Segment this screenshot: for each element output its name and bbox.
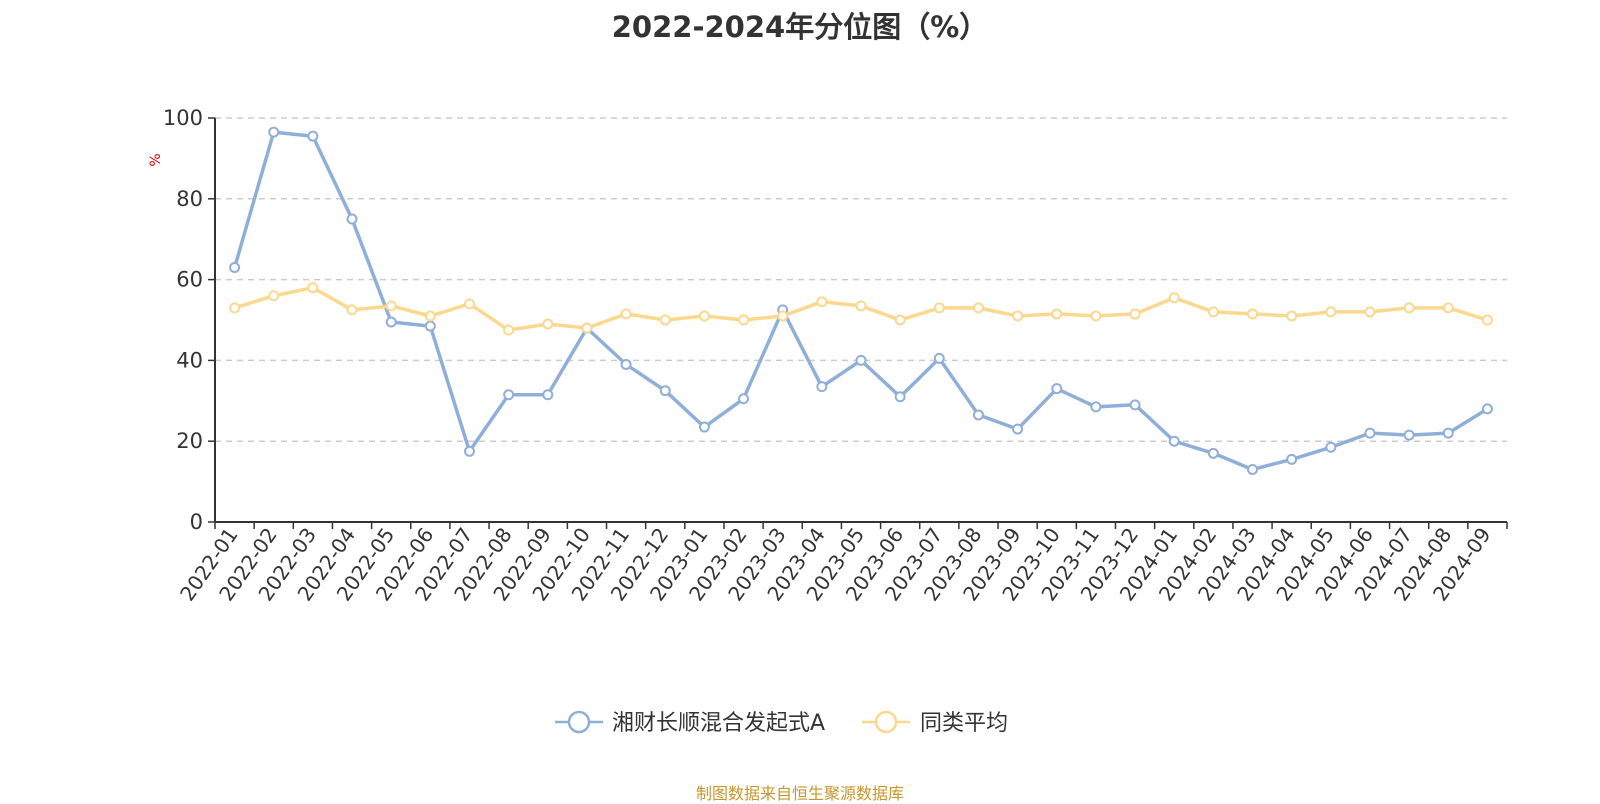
data-point (385, 316, 397, 328)
data-point (1207, 306, 1219, 318)
data-point (1325, 306, 1337, 318)
data-point (268, 126, 280, 138)
data-point (816, 381, 828, 393)
data-point (229, 302, 241, 314)
data-point (1403, 429, 1415, 441)
data-point (1051, 308, 1063, 320)
data-point (777, 310, 789, 322)
data-point (620, 358, 632, 370)
y-tick-label: 0 (190, 510, 203, 534)
grid-lines (215, 117, 1507, 442)
data-point (503, 324, 515, 336)
data-point (1129, 399, 1141, 411)
data-point (698, 421, 710, 433)
data-point (1403, 302, 1415, 314)
data-point (1247, 308, 1259, 320)
data-point (463, 445, 475, 457)
data-point (1168, 435, 1180, 447)
data-source-note: 制图数据来自恒生聚源数据库 (695, 784, 904, 803)
axes: 020406080100%2022-012022-022022-032022-0… (148, 106, 1508, 605)
data-point (307, 130, 319, 142)
data-point (738, 314, 750, 326)
data-point (972, 409, 984, 421)
y-tick-label: 80 (176, 187, 203, 211)
data-point (463, 298, 475, 310)
data-point (542, 318, 554, 330)
data-point (503, 389, 515, 401)
data-point (581, 322, 593, 334)
data-point (1247, 463, 1259, 475)
data-point (1364, 427, 1376, 439)
data-point (1481, 314, 1493, 326)
data-point (1442, 302, 1454, 314)
data-point (972, 302, 984, 314)
series-layer (229, 126, 1493, 475)
data-point (1129, 308, 1141, 320)
y-tick-label: 20 (176, 429, 203, 453)
data-point (659, 385, 671, 397)
y-axis-label: % (148, 153, 164, 166)
y-tick-label: 60 (176, 268, 203, 292)
data-point (229, 261, 241, 273)
data-point (1325, 441, 1337, 453)
data-point (1442, 427, 1454, 439)
data-point (933, 302, 945, 314)
data-point (816, 296, 828, 308)
data-point (1012, 423, 1024, 435)
data-point (1481, 403, 1493, 415)
data-point (1090, 310, 1102, 322)
legend-marker-1 (567, 710, 591, 734)
data-point (1051, 383, 1063, 395)
data-point (855, 354, 867, 366)
data-point (698, 310, 710, 322)
legend-marker-2 (874, 710, 898, 734)
data-point (346, 304, 358, 316)
data-point (268, 290, 280, 302)
data-point (620, 308, 632, 320)
data-point (542, 389, 554, 401)
legend-label-2: 同类平均 (920, 711, 1008, 736)
data-point (424, 320, 436, 332)
data-point (1286, 453, 1298, 465)
data-point (894, 314, 906, 326)
data-point (1207, 447, 1219, 459)
y-tick-label: 40 (176, 348, 203, 372)
legend[interactable]: 湘财长顺混合发起式A 同类平均 (555, 710, 1008, 736)
data-point (1364, 306, 1376, 318)
data-point (659, 314, 671, 326)
y-tick-label: 100 (163, 106, 203, 130)
data-point (346, 213, 358, 225)
data-point (385, 300, 397, 312)
chart-title: 2022-2024年分位图（%） (611, 10, 989, 44)
legend-label-1: 湘财长顺混合发起式A (612, 711, 825, 736)
data-point (424, 310, 436, 322)
data-point (1286, 310, 1298, 322)
data-point (1012, 310, 1024, 322)
data-point (855, 300, 867, 312)
data-point (894, 391, 906, 403)
data-point (1168, 292, 1180, 304)
data-point (738, 393, 750, 405)
data-point (307, 282, 319, 294)
data-point (1090, 401, 1102, 413)
data-point (933, 352, 945, 364)
